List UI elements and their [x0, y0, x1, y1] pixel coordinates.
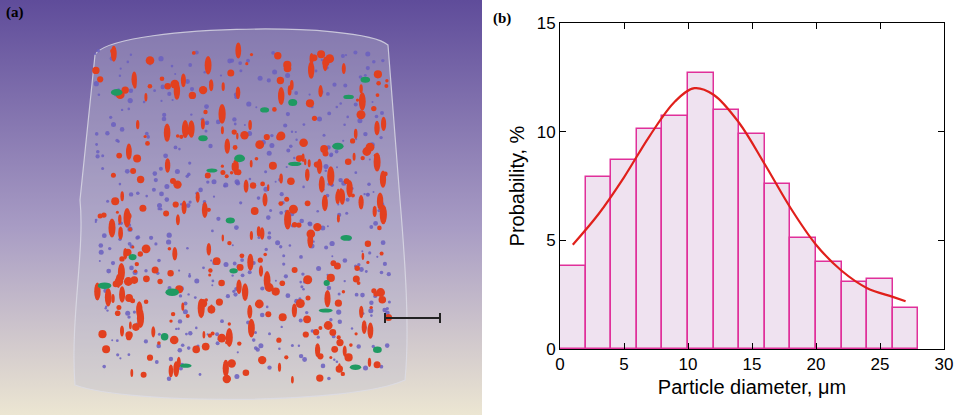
svg-text:(b): (b) — [493, 10, 511, 27]
svg-text:5: 5 — [546, 231, 555, 250]
svg-text:30: 30 — [935, 355, 954, 374]
svg-text:(a): (a) — [6, 4, 24, 21]
svg-text:15: 15 — [537, 14, 556, 33]
svg-text:0: 0 — [546, 340, 555, 359]
svg-text:5: 5 — [619, 355, 628, 374]
svg-text:15: 15 — [743, 355, 762, 374]
svg-text:10: 10 — [679, 355, 698, 374]
svg-text:25: 25 — [871, 355, 890, 374]
svg-text:Probability, %: Probability, % — [506, 125, 528, 246]
svg-text:10: 10 — [537, 123, 556, 142]
svg-text:Particle diameter, μm: Particle diameter, μm — [658, 376, 846, 398]
svg-text:20: 20 — [807, 355, 826, 374]
svg-text:0: 0 — [555, 355, 564, 374]
